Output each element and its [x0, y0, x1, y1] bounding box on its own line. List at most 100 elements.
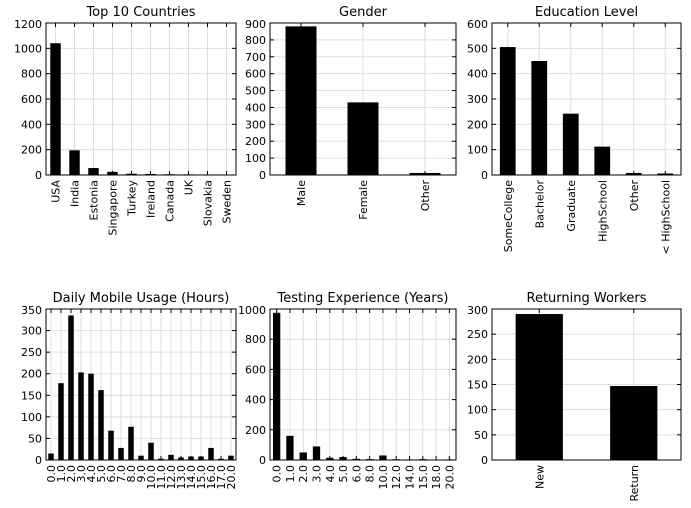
- y-tick-label: 400: [467, 68, 488, 81]
- x-tick-label: 10.0: [377, 465, 390, 490]
- x-tick-label: 4.0: [324, 465, 337, 483]
- y-tick-label: 0: [481, 169, 488, 182]
- x-tick-label: India: [69, 180, 82, 207]
- y-tick-label: 1000: [14, 42, 42, 55]
- y-tick-label: 400: [245, 101, 266, 114]
- y-tick-label: 250: [467, 328, 488, 341]
- x-tick-label: UK: [183, 179, 196, 195]
- x-tick-label: 5.0: [95, 465, 108, 483]
- chart-title: Testing Experience (Years): [277, 291, 449, 306]
- bar-6.0: [108, 430, 114, 460]
- x-tick-label: Singapore: [107, 180, 120, 236]
- y-tick-label: 600: [245, 68, 266, 81]
- bar-HighSchool: [594, 146, 611, 175]
- x-tick-label: 17.0: [215, 465, 228, 490]
- bar-New: [515, 314, 563, 460]
- x-tick-label: Sweden: [221, 180, 234, 223]
- bar-Return: [610, 386, 658, 460]
- bar-2.0: [68, 315, 74, 460]
- x-tick-label: HighSchool: [596, 180, 609, 242]
- y-tick-label: 0: [259, 169, 266, 182]
- x-tick-label: 6.0: [350, 465, 363, 483]
- subplot-3: 0 50 100 150 200 250 300 350 0.01.02.03.04.05.06…: [21, 291, 238, 490]
- x-tick-label: Canada: [164, 180, 177, 222]
- bar-Bachelor: [531, 61, 548, 175]
- subplot-2: 0 100 200 300 400 500 600 SomeCollege Bachelor Gr…: [467, 5, 682, 255]
- x-tick-label: USA: [50, 180, 63, 203]
- x-tick-label: 0.0: [45, 465, 58, 483]
- x-tick-label: 3.0: [75, 465, 88, 483]
- y-tick-label: 800: [245, 34, 266, 47]
- x-tick-label: 14.0: [185, 465, 198, 490]
- x-tick-label: 15.0: [417, 465, 430, 490]
- subplot-5: 0 50 100 150 200 250 300 New Return Returning Wor…: [467, 291, 682, 502]
- x-tick-label: Male: [295, 180, 308, 206]
- x-tick-label: 7.0: [115, 465, 128, 483]
- x-tick-label: 8.0: [364, 465, 377, 483]
- y-tick-label: 100: [245, 152, 266, 165]
- x-tick-label: Other: [628, 180, 641, 212]
- y-tick-label: 0: [35, 454, 42, 467]
- y-tick-label: 300: [467, 304, 488, 317]
- bar-1.0: [286, 435, 294, 460]
- y-tick-label: 400: [245, 394, 266, 407]
- subplot-4: 0 200 400 600 800 1000 0.0 1.0 2.0 3.0 4.0 5.0 6.0 8.…: [238, 291, 457, 490]
- chart-title: Returning Workers: [527, 291, 647, 306]
- bar-3.0: [312, 446, 321, 460]
- x-tick-label: 12.0: [390, 465, 403, 490]
- x-tick-label: 3.0: [311, 465, 324, 483]
- x-tick-label: Slovakia: [202, 180, 215, 226]
- x-tick-label: Turkey: [126, 180, 139, 217]
- x-tick-label: Return: [628, 465, 641, 502]
- y-tick-label: 250: [21, 346, 42, 359]
- y-tick-label: 400: [21, 118, 42, 131]
- x-tick-label: 2.0: [297, 465, 310, 483]
- y-tick-label: 800: [245, 333, 266, 346]
- x-tick-label: 4.0: [85, 465, 98, 483]
- x-tick-label: 5.0: [337, 465, 350, 483]
- bar-India: [69, 150, 80, 175]
- bar-SomeCollege: [499, 47, 516, 175]
- x-tick-label: Ireland: [145, 180, 158, 218]
- y-tick-label: 500: [245, 85, 266, 98]
- chart-title: Education Level: [535, 5, 638, 20]
- x-tick-label: SomeCollege: [502, 180, 515, 252]
- bar-1.0: [58, 383, 64, 460]
- y-tick-label: 1200: [14, 18, 42, 31]
- y-tick-label: 0: [259, 454, 266, 467]
- y-tick-label: 50: [28, 432, 42, 445]
- bar-Graduate: [562, 113, 579, 175]
- chart-title: Top 10 Countries: [85, 5, 195, 20]
- x-tick-label: New: [533, 465, 546, 489]
- subplot-0: 0 200 400 600 800 1000 1200 USA India Estonia Sing…: [14, 5, 237, 236]
- y-tick-label: 150: [467, 379, 488, 392]
- y-tick-label: 300: [245, 118, 266, 131]
- y-tick-label: 300: [467, 93, 488, 106]
- x-tick-label: Other: [419, 180, 432, 212]
- bar-16.0: [208, 447, 214, 460]
- y-tick-label: 900: [245, 18, 266, 31]
- x-tick-label: 20.0: [225, 465, 238, 490]
- bar-0.0: [272, 312, 281, 460]
- y-tick-label: 100: [467, 404, 488, 417]
- x-tick-label: 1.0: [55, 465, 68, 483]
- y-tick-label: 500: [467, 42, 488, 55]
- y-tick-label: 0: [481, 454, 488, 467]
- y-tick-label: 600: [21, 93, 42, 106]
- bar-4.0: [88, 373, 94, 460]
- x-tick-label: 9.0: [135, 465, 148, 483]
- y-tick-label: 100: [467, 144, 488, 157]
- y-tick-label: 0: [35, 169, 42, 182]
- x-tick-label: 20.0: [443, 465, 456, 490]
- y-tick-label: 1000: [238, 304, 266, 317]
- bar-USA: [50, 43, 61, 176]
- x-tick-label: 8.0: [125, 465, 138, 483]
- x-tick-label: 2.0: [65, 465, 78, 483]
- x-tick-label: 13.0: [175, 465, 188, 490]
- subplot-1: 0 100 200 300 400 500 600 700 800 900 Male Female Ot…: [245, 5, 457, 220]
- bar-7.0: [118, 447, 124, 460]
- x-tick-label: 15.0: [195, 465, 208, 490]
- bar-Female: [347, 102, 379, 175]
- chart-title: Gender: [339, 5, 388, 20]
